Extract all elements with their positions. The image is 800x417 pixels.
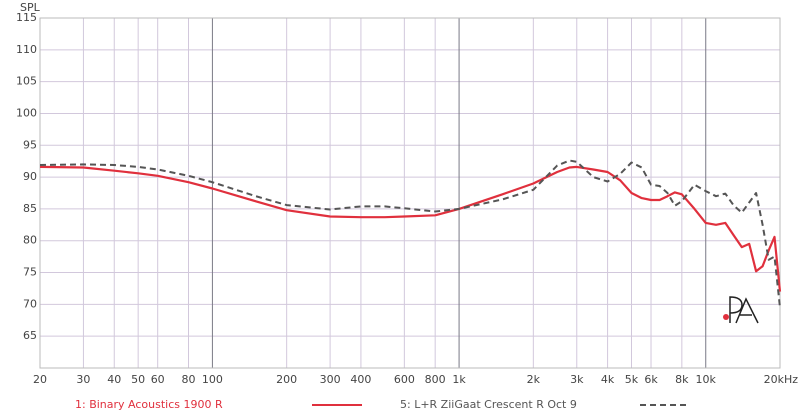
y-tick-label: 70 (23, 297, 37, 310)
y-tick-label: 110 (16, 43, 37, 56)
y-tick-label: 105 (16, 75, 37, 88)
x-tick-label: 5k (625, 373, 639, 386)
y-axis-label: SPL (20, 1, 41, 14)
y-tick-label: 100 (16, 106, 37, 119)
x-tick-label: 300 (320, 373, 341, 386)
legend-label: 5: L+R ZiiGaat Crescent R Oct 9 (400, 398, 577, 411)
y-tick-label: 85 (23, 202, 37, 215)
x-tick-label: 6k (644, 373, 658, 386)
plot-border (39, 17, 781, 369)
plot-lines (39, 159, 782, 308)
legend-label: 1: Binary Acoustics 1900 R (75, 398, 223, 411)
x-tick-label: 200 (276, 373, 297, 386)
x-tick-label: 8k (675, 373, 689, 386)
series-line (39, 159, 781, 308)
x-tick-label: 20kHz (764, 373, 799, 386)
y-tick-label: 95 (23, 138, 37, 151)
x-tick-label: 2k (527, 373, 541, 386)
x-tick-label: 400 (350, 373, 371, 386)
x-tick-label: 50 (131, 373, 145, 386)
y-tick-label: 90 (23, 170, 37, 183)
x-tick-label: 40 (107, 373, 121, 386)
legend: 1: Binary Acoustics 1900 R 5: L+R ZiiGaat… (75, 398, 690, 411)
x-tick-label: 10k (696, 373, 717, 386)
watermark-logo (723, 296, 759, 324)
y-tick-label: 80 (23, 234, 37, 247)
x-tick-label: 20 (33, 373, 47, 386)
x-tick-label: 800 (425, 373, 446, 386)
y-tick-label: 65 (23, 329, 37, 342)
tick-labels: 65 70 75 80 85 90 95 100 105 110 115 20 30 40 50 60 80 10… (16, 11, 798, 386)
x-tick-label: 4k (601, 373, 615, 386)
x-tick-label: 80 (182, 373, 196, 386)
x-tick-label: 3k (570, 373, 584, 386)
x-tick-label: 60 (151, 373, 165, 386)
x-tick-label: 30 (76, 373, 90, 386)
x-tick-label: 600 (394, 373, 415, 386)
y-tick-label: 115 (16, 11, 37, 24)
series-line (39, 165, 782, 292)
x-tick-label: 100 (202, 373, 223, 386)
grid (39, 17, 781, 369)
y-tick-label: 75 (23, 266, 37, 279)
x-tick-label: 1k (452, 373, 466, 386)
